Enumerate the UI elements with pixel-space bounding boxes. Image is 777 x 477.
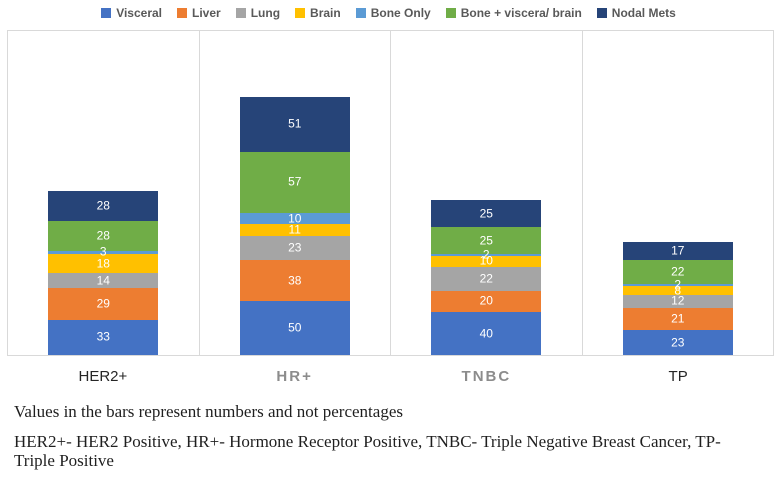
- bar-value-label: 20: [479, 293, 493, 308]
- bar-value-label: 25: [479, 206, 493, 221]
- bar-segment: 22: [431, 266, 542, 291]
- bar-value-label: 10: [479, 253, 493, 268]
- bar-segment: 17: [622, 242, 733, 261]
- bar-segment: 25: [431, 200, 542, 228]
- category-label: TNBC: [461, 368, 512, 385]
- category-label: HER2+: [78, 368, 128, 385]
- legend-swatch: [235, 8, 246, 18]
- bar-segment: 40: [431, 312, 542, 355]
- category-slot: 33 29 14 18 3 28 28: [8, 31, 200, 355]
- bar-segment: 20: [431, 290, 542, 312]
- legend-label: Brain: [310, 6, 341, 20]
- bar-value-label: 10: [288, 211, 302, 225]
- abbreviations-line-2: Triple Positive: [14, 451, 114, 471]
- bar-segment: 3: [48, 245, 159, 258]
- legend-label: Bone + viscera/ brain: [460, 6, 582, 20]
- bar-value-label: 25: [479, 233, 493, 248]
- bar-value-label: 38: [288, 273, 302, 288]
- chart-legend: Visceral Liver Lung Brain Bone Only Bone + vi…: [0, 0, 777, 26]
- legend-item: Visceral: [101, 6, 162, 20]
- bar-value-label: 28: [96, 198, 110, 213]
- bar-value-label: 17: [671, 243, 685, 258]
- bar-segment: 29: [48, 288, 159, 320]
- bar-value-label: 29: [96, 296, 110, 311]
- bar-value-label: 11: [288, 222, 301, 237]
- category-label: TP: [668, 368, 688, 385]
- bar-value-label: 14: [96, 273, 110, 288]
- bar-segment: 12: [622, 293, 733, 308]
- legend-label: Visceral: [116, 6, 163, 20]
- legend-item: Brain: [295, 6, 341, 20]
- category-slot: 40 20 22 10 2 25 25: [391, 31, 583, 355]
- bar-segment: 28: [48, 220, 159, 251]
- bar-segment: 38: [239, 260, 350, 302]
- bar-value-label: 40: [479, 326, 493, 340]
- bar-segment: 33: [48, 319, 159, 355]
- bar-value-label: 22: [671, 264, 685, 279]
- stacked-bar: 33 29 14 18 3 28 28: [48, 190, 159, 355]
- legend-item: Bone + viscera/ brain: [445, 6, 582, 20]
- bar-segment: 10: [239, 211, 350, 225]
- bar-segment: 23: [622, 330, 733, 355]
- stacked-bar: 50 38 23 11 10 57 51: [239, 97, 350, 355]
- legend-label: Nodal Mets: [611, 6, 676, 20]
- category-slot: 23 21 12 8 2 22 17: [583, 31, 774, 355]
- bar-value-label: 57: [288, 174, 302, 189]
- stacked-bar: 23 21 12 8 2 22 17: [622, 242, 733, 355]
- legend-item: Liver: [177, 6, 221, 20]
- bar-segment: 28: [48, 190, 159, 221]
- abbreviations-line-1: HER2+- HER2 Positive, HR+- Hormone Recep…: [14, 432, 721, 451]
- legend-swatch: [355, 8, 366, 18]
- legend-swatch: [177, 8, 188, 18]
- bar-segment: 51: [239, 97, 350, 152]
- bar-segment: 14: [48, 273, 159, 289]
- bar-segment: 8: [622, 284, 733, 297]
- bar-segment: 18: [48, 253, 159, 274]
- bar-value-label: 18: [96, 256, 110, 271]
- bar-value-label: 22: [479, 271, 493, 286]
- legend-label: Liver: [192, 6, 221, 20]
- bar-value-label: 33: [96, 329, 110, 344]
- bar-segment: 10: [431, 253, 542, 268]
- bar-segment: 22: [622, 260, 733, 285]
- category-label: HR+: [276, 368, 313, 385]
- legend-item: Bone Only: [355, 6, 431, 20]
- abbreviations-note: HER2+- HER2 Positive, HR+- Hormone Recep…: [14, 432, 771, 470]
- legend-label: Bone Only: [370, 6, 431, 20]
- legend-swatch: [295, 8, 306, 18]
- category-slot: 50 38 23 11 10 57 51: [200, 31, 391, 355]
- bar-segment: 2: [622, 278, 733, 291]
- bar-segment: 50: [239, 301, 350, 355]
- footnotes: Values in the bars represent numbers and…: [14, 402, 771, 470]
- legend-swatch: [445, 8, 456, 18]
- bar-value-label: 50: [288, 320, 302, 335]
- legend-item: Lung: [235, 6, 281, 20]
- stacked-bar: 40 20 22 10 2 25 25: [431, 200, 542, 355]
- bar-value-label: 21: [671, 311, 685, 326]
- values-note: Values in the bars represent numbers and…: [14, 402, 403, 421]
- bar-value-label: 28: [96, 228, 110, 243]
- category-axis: HER2+ HR+ TNBC TP: [7, 368, 774, 385]
- bar-value-label: 51: [288, 116, 302, 131]
- legend-label: Lung: [250, 6, 281, 20]
- bar-value-label: 12: [671, 293, 685, 308]
- bar-segment: 57: [239, 151, 350, 214]
- bar-segment: 2: [431, 248, 542, 261]
- bar-segment: 25: [431, 227, 542, 254]
- legend-swatch: [101, 8, 112, 18]
- legend-item: Nodal Mets: [596, 6, 676, 20]
- bar-segment: 21: [622, 307, 733, 331]
- bar-segment: 11: [239, 222, 350, 237]
- plot-area: 33 29 14 18 3 28 28 50 38 23 11 10 57 51 40 20 22 10 2 25 25…: [7, 30, 774, 356]
- bar-value-label: 23: [671, 335, 685, 350]
- bar-value-label: 23: [288, 240, 302, 255]
- bar-segment: 23: [239, 235, 350, 261]
- legend-swatch: [596, 8, 607, 18]
